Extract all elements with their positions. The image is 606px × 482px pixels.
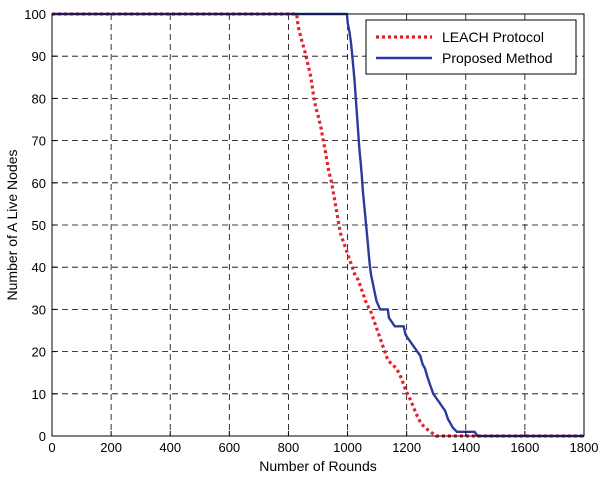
ticks: 0 200 400 600 800 1000 1200 1400 1600 1800 0 10 20 30… xyxy=(24,7,598,455)
y-tick-label: 0 xyxy=(39,429,46,444)
x-tick-label: 1000 xyxy=(333,440,362,455)
legend-label-proposed: Proposed Method xyxy=(442,50,553,66)
x-tick-label: 1800 xyxy=(570,440,599,455)
legend: LEACH Protocol Proposed Method xyxy=(365,19,577,75)
y-axis-label: Number of A Live Nodes xyxy=(4,150,20,301)
x-tick-label: 0 xyxy=(48,440,55,455)
y-tick-label: 30 xyxy=(32,302,46,317)
y-tick-label: 20 xyxy=(32,345,46,360)
x-tick-label: 800 xyxy=(278,440,300,455)
x-tick-label: 1400 xyxy=(451,440,480,455)
y-tick-label: 10 xyxy=(32,387,46,402)
x-tick-label: 1600 xyxy=(510,440,539,455)
legend-label-leach: LEACH Protocol xyxy=(442,29,544,45)
y-tick-label: 70 xyxy=(32,134,46,149)
series-line-proposed xyxy=(52,12,584,438)
x-tick-label: 600 xyxy=(218,440,240,455)
y-tick-label: 80 xyxy=(32,91,46,106)
y-tick-label: 50 xyxy=(32,218,46,233)
x-tick-label: 200 xyxy=(100,440,122,455)
y-tick-label: 40 xyxy=(32,260,46,275)
y-tick-label: 90 xyxy=(32,49,46,64)
series-layer xyxy=(52,12,584,438)
grid xyxy=(52,14,584,436)
y-tick-label: 100 xyxy=(24,7,46,22)
x-tick-label: 400 xyxy=(159,440,181,455)
x-tick-label: 1200 xyxy=(392,440,421,455)
series-line-leach xyxy=(52,12,584,438)
x-axis-label: Number of Rounds xyxy=(259,458,377,474)
y-tick-label: 60 xyxy=(32,176,46,191)
legend-box xyxy=(365,19,577,75)
